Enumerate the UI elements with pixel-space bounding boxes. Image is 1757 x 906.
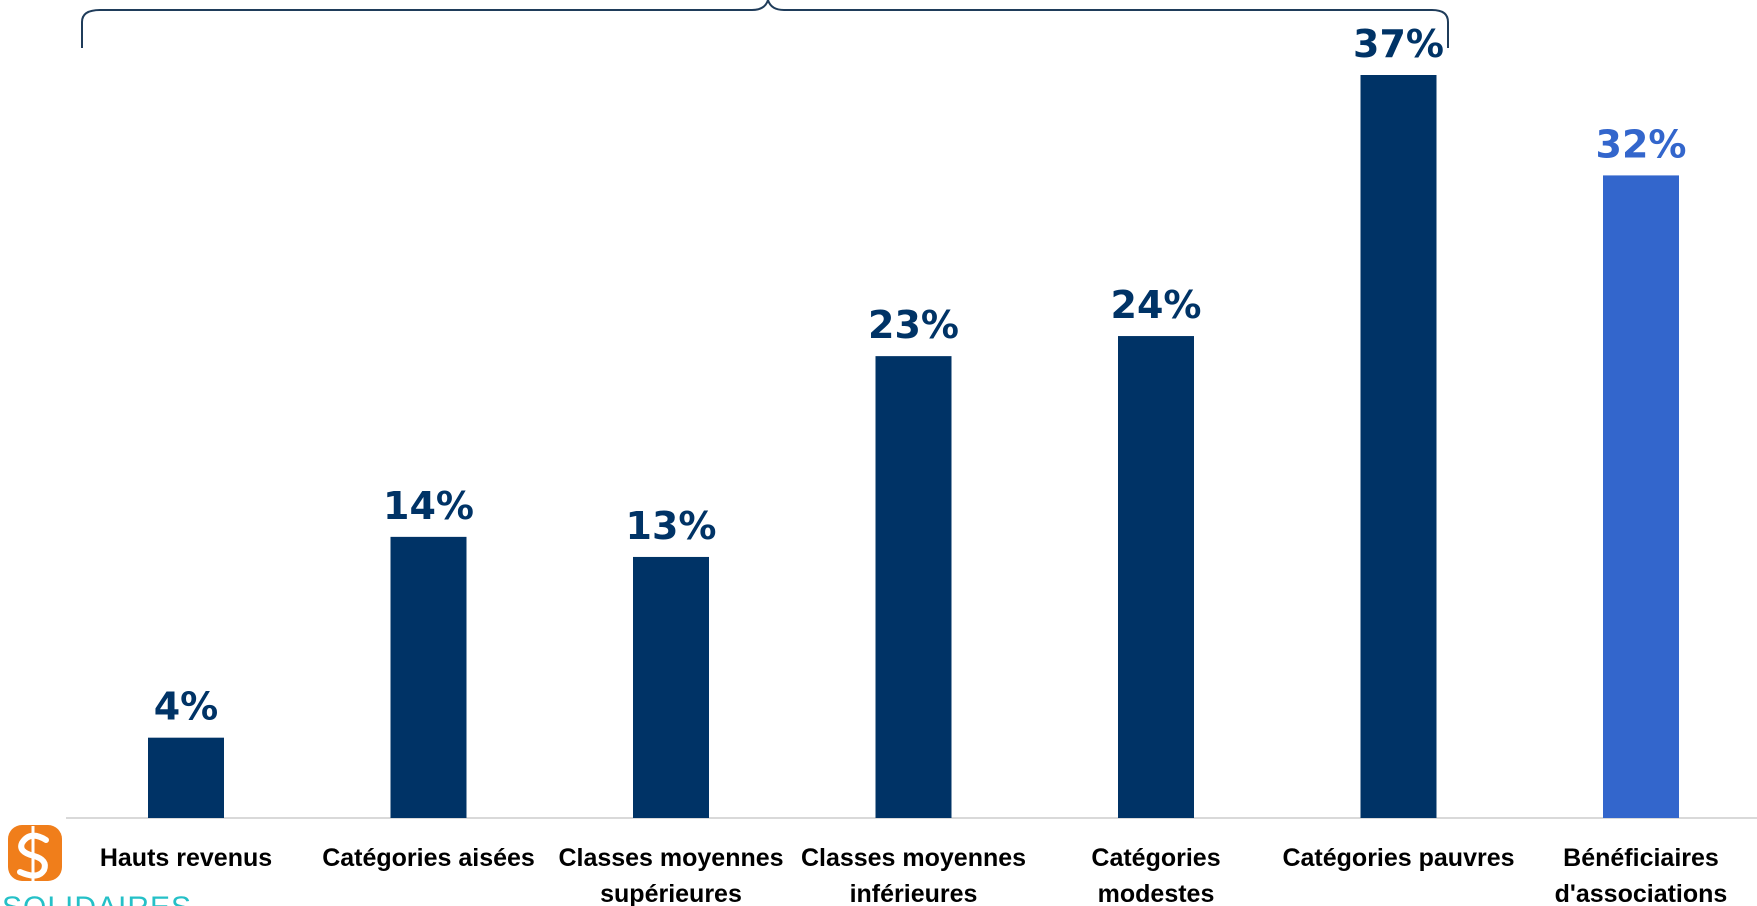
- category-labels-group: Hauts revenus Catégories aisées Classes mo…: [100, 844, 1727, 906]
- category-label-2-line-0: Classes moyennes: [558, 844, 783, 872]
- bar-3: [875, 356, 952, 818]
- group-bracket: [81, 0, 1449, 48]
- category-label-2-line-1: supérieures: [600, 880, 742, 906]
- value-label-4: 24%: [1111, 283, 1202, 327]
- category-label-3-line-1: inférieures: [850, 880, 978, 906]
- value-label-5: 37%: [1353, 22, 1444, 66]
- bar-0: [148, 737, 224, 818]
- value-labels-group: 4% 14% 13% 23% 24% 37% 32%: [154, 22, 1687, 729]
- bar-5: [1360, 75, 1437, 818]
- category-label-6-line-1: d'associations: [1555, 880, 1728, 906]
- bar-4: [1118, 336, 1194, 818]
- bars-group: [148, 75, 1679, 819]
- logo-text: SOLIDAIRES: [2, 891, 192, 906]
- category-label-3-line-0: Classes moyennes: [801, 844, 1026, 872]
- category-label-4-line-0: Catégories: [1091, 844, 1220, 872]
- bar-1: [390, 536, 467, 818]
- value-label-3: 23%: [868, 303, 959, 347]
- value-label-2: 13%: [626, 504, 717, 548]
- value-label-0: 4%: [154, 685, 219, 729]
- value-label-6: 32%: [1596, 122, 1687, 166]
- category-label-6-line-0: Bénéficiaires: [1563, 844, 1719, 872]
- value-label-1: 14%: [383, 484, 474, 528]
- category-label-0-line-0: Hauts revenus: [100, 844, 272, 872]
- bar-2: [633, 556, 709, 818]
- solidaires-logo: SOLIDAIRES: [2, 825, 192, 906]
- category-label-5-line-0: Catégories pauvres: [1282, 844, 1514, 872]
- category-label-1-line-0: Catégories aisées: [322, 844, 535, 872]
- category-label-4-line-1: modestes: [1098, 880, 1215, 906]
- bar-6: [1603, 175, 1679, 819]
